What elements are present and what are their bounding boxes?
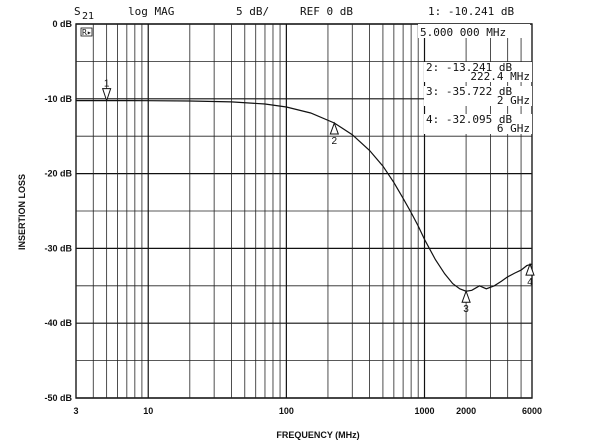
marker-2-value: 2: -13.241 dB <box>426 61 512 74</box>
marker-2-freq: 222.4 MHz <box>470 70 530 83</box>
format-label: log MAG <box>128 5 174 18</box>
x-tick-label: 6000 <box>522 406 542 416</box>
y-axis-ticks: 0 dB -10 dB -20 dB -30 dB -40 dB -50 dB <box>44 19 72 403</box>
x-tick-label: 2000 <box>456 406 476 416</box>
y-tick-label: -50 dB <box>44 393 72 403</box>
y-tick-label: -30 dB <box>44 243 72 253</box>
y-tick-label: -20 dB <box>44 169 72 179</box>
param-label: S <box>74 5 81 18</box>
markers: 1 2 3 4 <box>101 79 535 315</box>
x-tick-label: 100 <box>279 406 294 416</box>
marker-4-value: 4: -32.095 dB <box>426 113 512 126</box>
marker-1-label: 1 <box>104 79 110 90</box>
grid <box>75 23 533 399</box>
x-tick-label: 3 <box>73 406 78 416</box>
marker-4-freq: 6 GHz <box>497 122 530 135</box>
param-subscript: 21 <box>82 11 94 22</box>
marker-4-label: 4 <box>527 277 533 288</box>
marker-readouts: 5.000 000 MHz 2: -13.241 dB 222.4 MHz 3:… <box>418 24 532 135</box>
ref-indicator-box <box>80 27 93 37</box>
x-axis-ticks: 3 10 100 1000 2000 6000 <box>73 406 542 416</box>
marker-2-label: 2 <box>332 136 338 147</box>
y-tick-label: 0 dB <box>52 19 72 29</box>
ref-label: REF 0 dB <box>300 5 353 18</box>
y-axis-label: INSERTION LOSS <box>17 174 27 250</box>
marker-3-value: 3: -35.722 dB <box>426 85 512 98</box>
x-axis-label: FREQUENCY (MHz) <box>276 430 359 440</box>
active-marker-readout: 1: -10.241 dB <box>428 5 514 18</box>
s21-trace <box>76 100 533 292</box>
ref-indicator: R▸ <box>82 28 92 37</box>
y-tick-label: -40 dB <box>44 318 72 328</box>
active-freq-readout: 5.000 000 MHz <box>420 26 506 39</box>
header-bar: S 21 log MAG 5 dB/ REF 0 dB 1: -10.241 d… <box>74 5 514 22</box>
marker-2-triangle <box>329 121 340 135</box>
marker-4-triangle <box>525 262 535 276</box>
scale-label: 5 dB/ <box>236 5 269 18</box>
marker-3-label: 3 <box>463 304 469 315</box>
x-tick-label: 10 <box>143 406 153 416</box>
marker-3-triangle <box>461 289 471 303</box>
marker-1-triangle <box>101 88 112 103</box>
x-tick-label: 1000 <box>414 406 434 416</box>
y-tick-label: -10 dB <box>44 94 72 104</box>
marker-3-freq: 2 GHz <box>497 94 530 107</box>
